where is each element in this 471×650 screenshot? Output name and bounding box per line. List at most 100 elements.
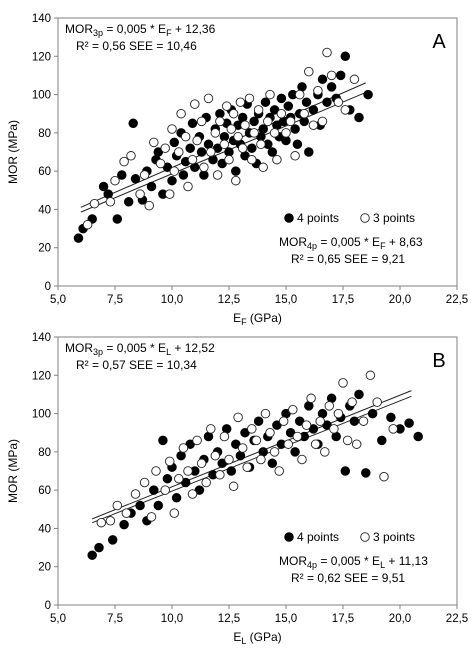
legend-label: 4 points <box>297 211 339 225</box>
data-point-4-points <box>290 447 300 457</box>
data-point-4-points <box>226 466 237 476</box>
x-tick-label: 17,5 <box>332 294 354 306</box>
data-point-3-points <box>130 489 141 499</box>
panel-label: B <box>432 350 445 372</box>
data-point-3-points <box>388 424 398 434</box>
data-point-3-points <box>258 162 268 173</box>
data-point-4-points <box>169 137 180 148</box>
data-point-4-points <box>178 170 189 180</box>
data-point-3-points <box>272 154 282 165</box>
data-point-3-points <box>167 124 177 134</box>
data-point-4-points <box>267 458 278 469</box>
data-point-4-points <box>128 118 138 129</box>
data-point-3-points <box>139 477 150 488</box>
y-tick-label: 0 <box>45 281 51 293</box>
data-point-3-points <box>206 147 216 157</box>
data-point-4-points <box>187 118 198 129</box>
stats-3-points: R² = 0,57 SEE = 10,34 <box>76 358 197 372</box>
data-point-3-points <box>105 516 116 526</box>
data-point-3-points <box>315 416 325 426</box>
x-tick-label: 20,0 <box>389 613 411 625</box>
data-point-3-points <box>242 462 252 472</box>
regression-line-2 <box>92 395 412 524</box>
data-point-3-points <box>110 175 120 186</box>
x-tick-label: 15,0 <box>275 613 297 625</box>
data-point-3-points <box>212 170 223 180</box>
data-point-4-points <box>386 412 396 423</box>
data-point-3-points <box>233 412 243 423</box>
data-point-3-points <box>215 116 225 127</box>
x-tick-label: 22,5 <box>446 613 468 625</box>
x-tick-label: 20,0 <box>389 294 411 306</box>
data-point-3-points <box>219 431 230 442</box>
x-tick-label: 15,0 <box>275 294 297 306</box>
data-point-4-points <box>317 74 328 85</box>
data-point-3-points <box>228 481 239 492</box>
data-point-4-points <box>171 493 182 503</box>
y-tick-label: 20 <box>38 243 51 255</box>
x-tick-label: 5,0 <box>50 613 66 625</box>
equation-3-points: MOR3p = 0,005 * EF + 12,36 <box>65 22 216 38</box>
data-point-3-points <box>247 154 257 165</box>
legend-label: 3 points <box>373 530 415 544</box>
data-point-3-points <box>226 124 237 134</box>
data-point-3-points <box>206 424 216 434</box>
x-axis-label: EF (GPa) <box>233 311 282 327</box>
data-point-3-points <box>228 108 239 119</box>
data-point-3-points <box>342 435 353 446</box>
x-tick-label: 12,5 <box>218 294 240 306</box>
data-point-3-points <box>96 517 107 528</box>
x-tick-label: 10,0 <box>161 613 183 625</box>
data-point-4-points <box>354 389 364 400</box>
data-point-3-points <box>251 435 262 446</box>
legend-marker-open <box>360 532 370 542</box>
data-point-3-points <box>310 439 321 449</box>
x-tick-label: 12,5 <box>218 613 240 625</box>
data-point-3-points <box>219 139 230 150</box>
plot-area <box>57 17 458 287</box>
data-point-4-points <box>363 89 373 100</box>
data-point-3-points <box>89 198 100 209</box>
data-point-3-points <box>164 456 175 467</box>
data-point-4-points <box>162 473 173 484</box>
data-point-3-points <box>203 93 214 104</box>
x-tick-label: 17,5 <box>332 613 354 625</box>
data-point-4-points <box>349 416 360 426</box>
equation-4-points: MOR4p = 0,005 * EF + 8,63 <box>279 235 423 251</box>
y-tick-label: 100 <box>32 90 51 102</box>
data-point-3-points <box>112 500 123 511</box>
data-point-3-points <box>146 512 157 522</box>
data-point-4-points <box>103 189 113 199</box>
regression-line-1 <box>92 390 412 520</box>
data-point-3-points <box>187 489 198 499</box>
regression-line-2 <box>80 92 366 213</box>
data-point-4-points <box>326 82 337 92</box>
legend-marker-filled <box>284 532 294 542</box>
data-point-3-points <box>192 135 202 146</box>
data-point-3-points <box>149 137 159 148</box>
data-point-4-points <box>301 97 312 107</box>
data-point-3-points <box>151 466 161 476</box>
data-point-3-points <box>233 131 243 142</box>
data-point-4-points <box>292 139 303 150</box>
data-point-3-points <box>269 447 280 457</box>
y-axis-label: MOR (MPa) <box>6 439 20 503</box>
data-point-3-points <box>121 508 132 518</box>
data-point-3-points <box>256 139 266 150</box>
data-point-3-points <box>221 101 232 111</box>
equation-top-background <box>62 20 252 56</box>
y-tick-label: 100 <box>32 409 51 421</box>
data-point-3-points <box>365 370 376 381</box>
data-point-3-points <box>299 108 309 119</box>
x-tick-label: 22,5 <box>446 294 468 306</box>
data-point-4-points <box>260 97 271 107</box>
data-point-3-points <box>276 108 287 119</box>
data-point-3-points <box>256 454 266 465</box>
data-point-3-points <box>249 128 259 138</box>
data-point-3-points <box>347 397 357 407</box>
data-point-4-points <box>98 181 109 192</box>
legend-label: 3 points <box>373 211 415 225</box>
y-tick-label: 60 <box>38 166 51 178</box>
data-point-4-points <box>119 519 129 530</box>
